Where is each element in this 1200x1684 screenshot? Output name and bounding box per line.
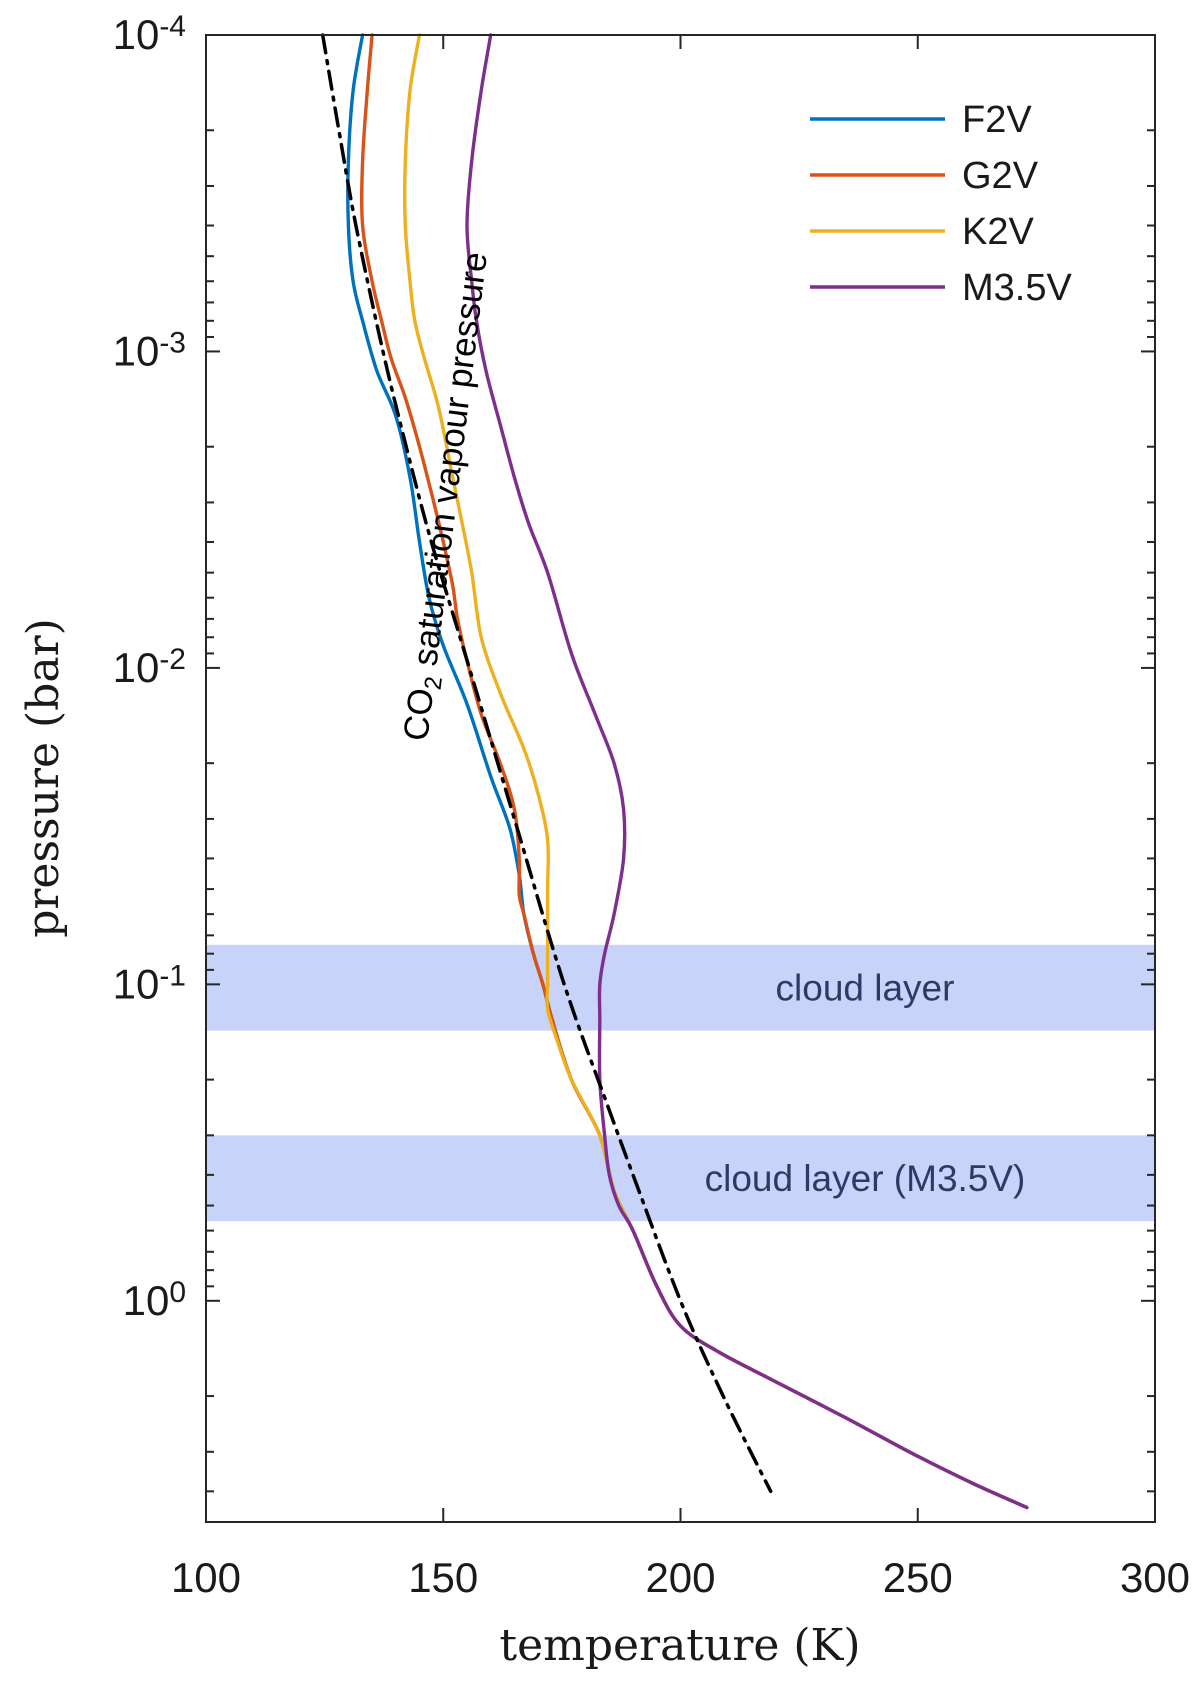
x-tick-label-250: 250 <box>883 1554 953 1601</box>
cloud-bands <box>206 944 1155 1222</box>
y-axis-title: pressure (bar) <box>18 618 69 938</box>
series-line-f2v <box>346 33 1029 1510</box>
legend-label-f2v: F2V <box>962 99 1032 141</box>
annotation-suffix: saturation vapour pressure <box>404 250 495 678</box>
y-tick-label-2: 10-2 <box>113 642 186 691</box>
legend-label-m3-5v: M3.5V <box>962 267 1072 309</box>
axis-ticks <box>205 34 1156 1523</box>
x-tick-label-300: 300 <box>1120 1554 1190 1601</box>
legend: F2V G2V K2V M3.5V <box>810 99 1072 309</box>
cloud-band-1 <box>206 944 1155 1031</box>
annotation-prefix: CO <box>396 686 441 743</box>
cloud-band-label-1: cloud layer <box>776 968 955 1009</box>
cloud-band-label-2: cloud layer (M3.5V) <box>705 1158 1026 1199</box>
x-tick-label-100: 100 <box>171 1554 241 1601</box>
x-tick-label-200: 200 <box>645 1554 715 1601</box>
y-tick-label-4: 100 <box>123 1275 186 1324</box>
cloud-band-2 <box>206 1135 1155 1222</box>
x-tick-label-150: 150 <box>408 1554 478 1601</box>
annotation-subscript: 2 <box>419 675 447 692</box>
tick-labels: cloud layer cloud layer (M3.5V) 100 150 200 2… <box>113 10 1190 1602</box>
legend-label-g2v: G2V <box>962 155 1039 197</box>
series-line-co2-saturation-vapour-pressure <box>320 33 773 1494</box>
plot-frame <box>205 34 1156 1523</box>
series-line-m3-5v <box>465 33 1029 1510</box>
series-line-k2v <box>403 33 1029 1510</box>
y-tick-label-0: 10-4 <box>113 10 186 59</box>
profile-lines <box>320 33 1029 1510</box>
y-tick-label-3: 10-1 <box>113 959 186 1008</box>
x-axis-title: temperature (K) <box>499 1620 860 1671</box>
legend-label-k2v: K2V <box>962 211 1034 253</box>
y-tick-label-1: 10-3 <box>113 326 186 375</box>
